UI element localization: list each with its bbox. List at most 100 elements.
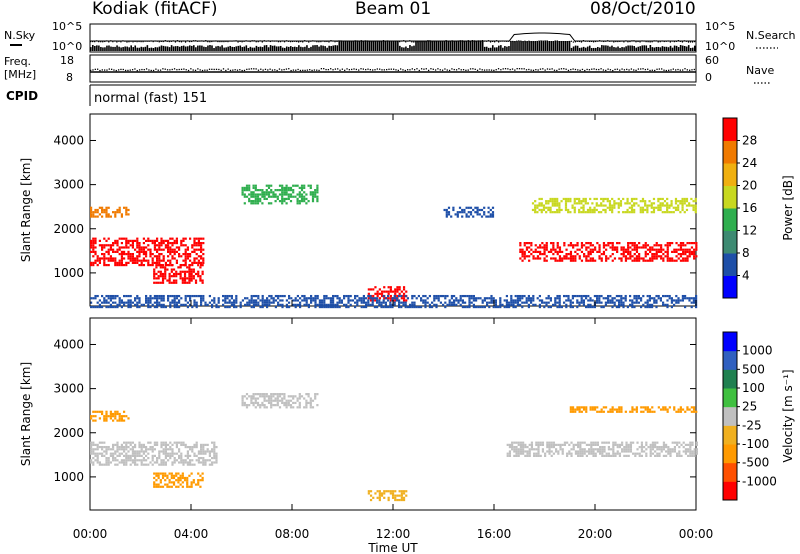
nave-point (444, 68, 446, 70)
noise-bar (607, 45, 609, 51)
nave-point (288, 68, 290, 70)
colorbar-tick-label: -25 (742, 418, 762, 432)
nave-point (388, 68, 390, 70)
noise-bar (554, 41, 557, 51)
velocity-panel: 4000 3000 2000 1000 Slant Range [km] (19, 317, 699, 511)
noise-bar (108, 45, 110, 51)
noise-bar (354, 41, 357, 51)
noise-bar (279, 45, 282, 51)
freq-label: Freq. (4, 55, 31, 68)
nave-point (567, 69, 570, 72)
noise-bar (310, 46, 312, 51)
noise-bar (271, 45, 274, 51)
noise-bar (588, 45, 591, 51)
nave-point (619, 69, 621, 71)
noise-bar (427, 41, 429, 51)
nave-point (327, 68, 330, 71)
colorbar-tick-label: 25 (742, 400, 757, 414)
noise-bar (669, 45, 672, 51)
nave-point (283, 68, 285, 71)
velocity-colorbar: 1000 500 100 25 -25 -100 -500 -1000 Velocity [m … (722, 331, 795, 501)
nave-point (532, 69, 535, 72)
noise-bar (457, 41, 460, 51)
nave-point (586, 68, 588, 71)
nave-point (383, 69, 385, 71)
noise-bar (405, 46, 407, 51)
noise-bar (296, 47, 298, 51)
noise-bar (631, 45, 633, 51)
nave-point (136, 69, 138, 72)
nave-point (672, 68, 674, 70)
noise-bar (556, 41, 559, 51)
nave-point (462, 69, 465, 71)
nave-point (514, 69, 516, 71)
noise-bar (124, 46, 126, 51)
nave-point (593, 68, 595, 70)
y-axis-label: Slant Range [km] (19, 158, 33, 262)
nave-point (570, 68, 572, 71)
nave-point (232, 69, 234, 71)
nave-point (654, 69, 656, 72)
nave-point (668, 69, 670, 71)
nave-point (262, 69, 264, 71)
nave-point (178, 68, 180, 71)
power-region-0 (90, 237, 205, 267)
nave-point (374, 69, 376, 71)
noise-bar (253, 47, 256, 51)
nave-point (143, 68, 145, 71)
noise-bar (378, 41, 381, 51)
noise-bar (635, 47, 637, 51)
nave-point (302, 69, 304, 71)
nave-point (290, 69, 292, 72)
velocity-region-1 (90, 410, 130, 422)
nave-point (409, 69, 411, 71)
cpid-label: CPID (6, 89, 38, 103)
noise-bar (679, 45, 682, 51)
noise-bar (629, 45, 631, 51)
nave-point (479, 68, 481, 70)
noise-bar (633, 46, 635, 51)
nave-point (509, 68, 511, 71)
nave-point (313, 69, 316, 71)
nave-point (367, 68, 369, 70)
noise-bar (100, 46, 102, 51)
noise-bar (90, 47, 92, 51)
noise-bar (625, 46, 627, 51)
noise-bar (174, 46, 177, 51)
noise-bar (156, 47, 159, 51)
nave-point (194, 69, 197, 71)
nave-point (150, 69, 152, 72)
colorbar-swatch (723, 369, 737, 389)
nave-point (504, 68, 507, 70)
noise-bar (186, 46, 189, 51)
nave-point (115, 69, 117, 72)
noise-bar (94, 45, 96, 51)
nave-point (635, 69, 637, 72)
nave-point (577, 69, 579, 71)
panel-frame (89, 317, 697, 511)
nave-point (96, 68, 99, 70)
noise-bar (641, 45, 644, 51)
noise-bar (314, 45, 316, 51)
nave-point (549, 68, 551, 70)
noise-bar (275, 46, 278, 51)
noise-bar (269, 45, 272, 51)
nave-point (250, 68, 253, 70)
noise-bar (120, 47, 122, 51)
nave-point (563, 68, 565, 70)
nave-tick-high: 60 (705, 54, 719, 67)
beam-title: Beam 01 (355, 0, 431, 19)
noise-bar (247, 47, 250, 51)
colorbar-swatch (723, 140, 737, 164)
nave-point (169, 69, 171, 71)
nave-point (157, 69, 159, 71)
noise-bar (685, 46, 688, 51)
nave-point (395, 69, 397, 71)
noise-bar (473, 41, 476, 51)
noise-bar (384, 41, 387, 51)
noise-bar (441, 41, 444, 51)
colorbar-tick-label: 24 (742, 156, 757, 170)
noise-bar (366, 41, 369, 51)
y-tick-label: 1000 (53, 470, 84, 484)
